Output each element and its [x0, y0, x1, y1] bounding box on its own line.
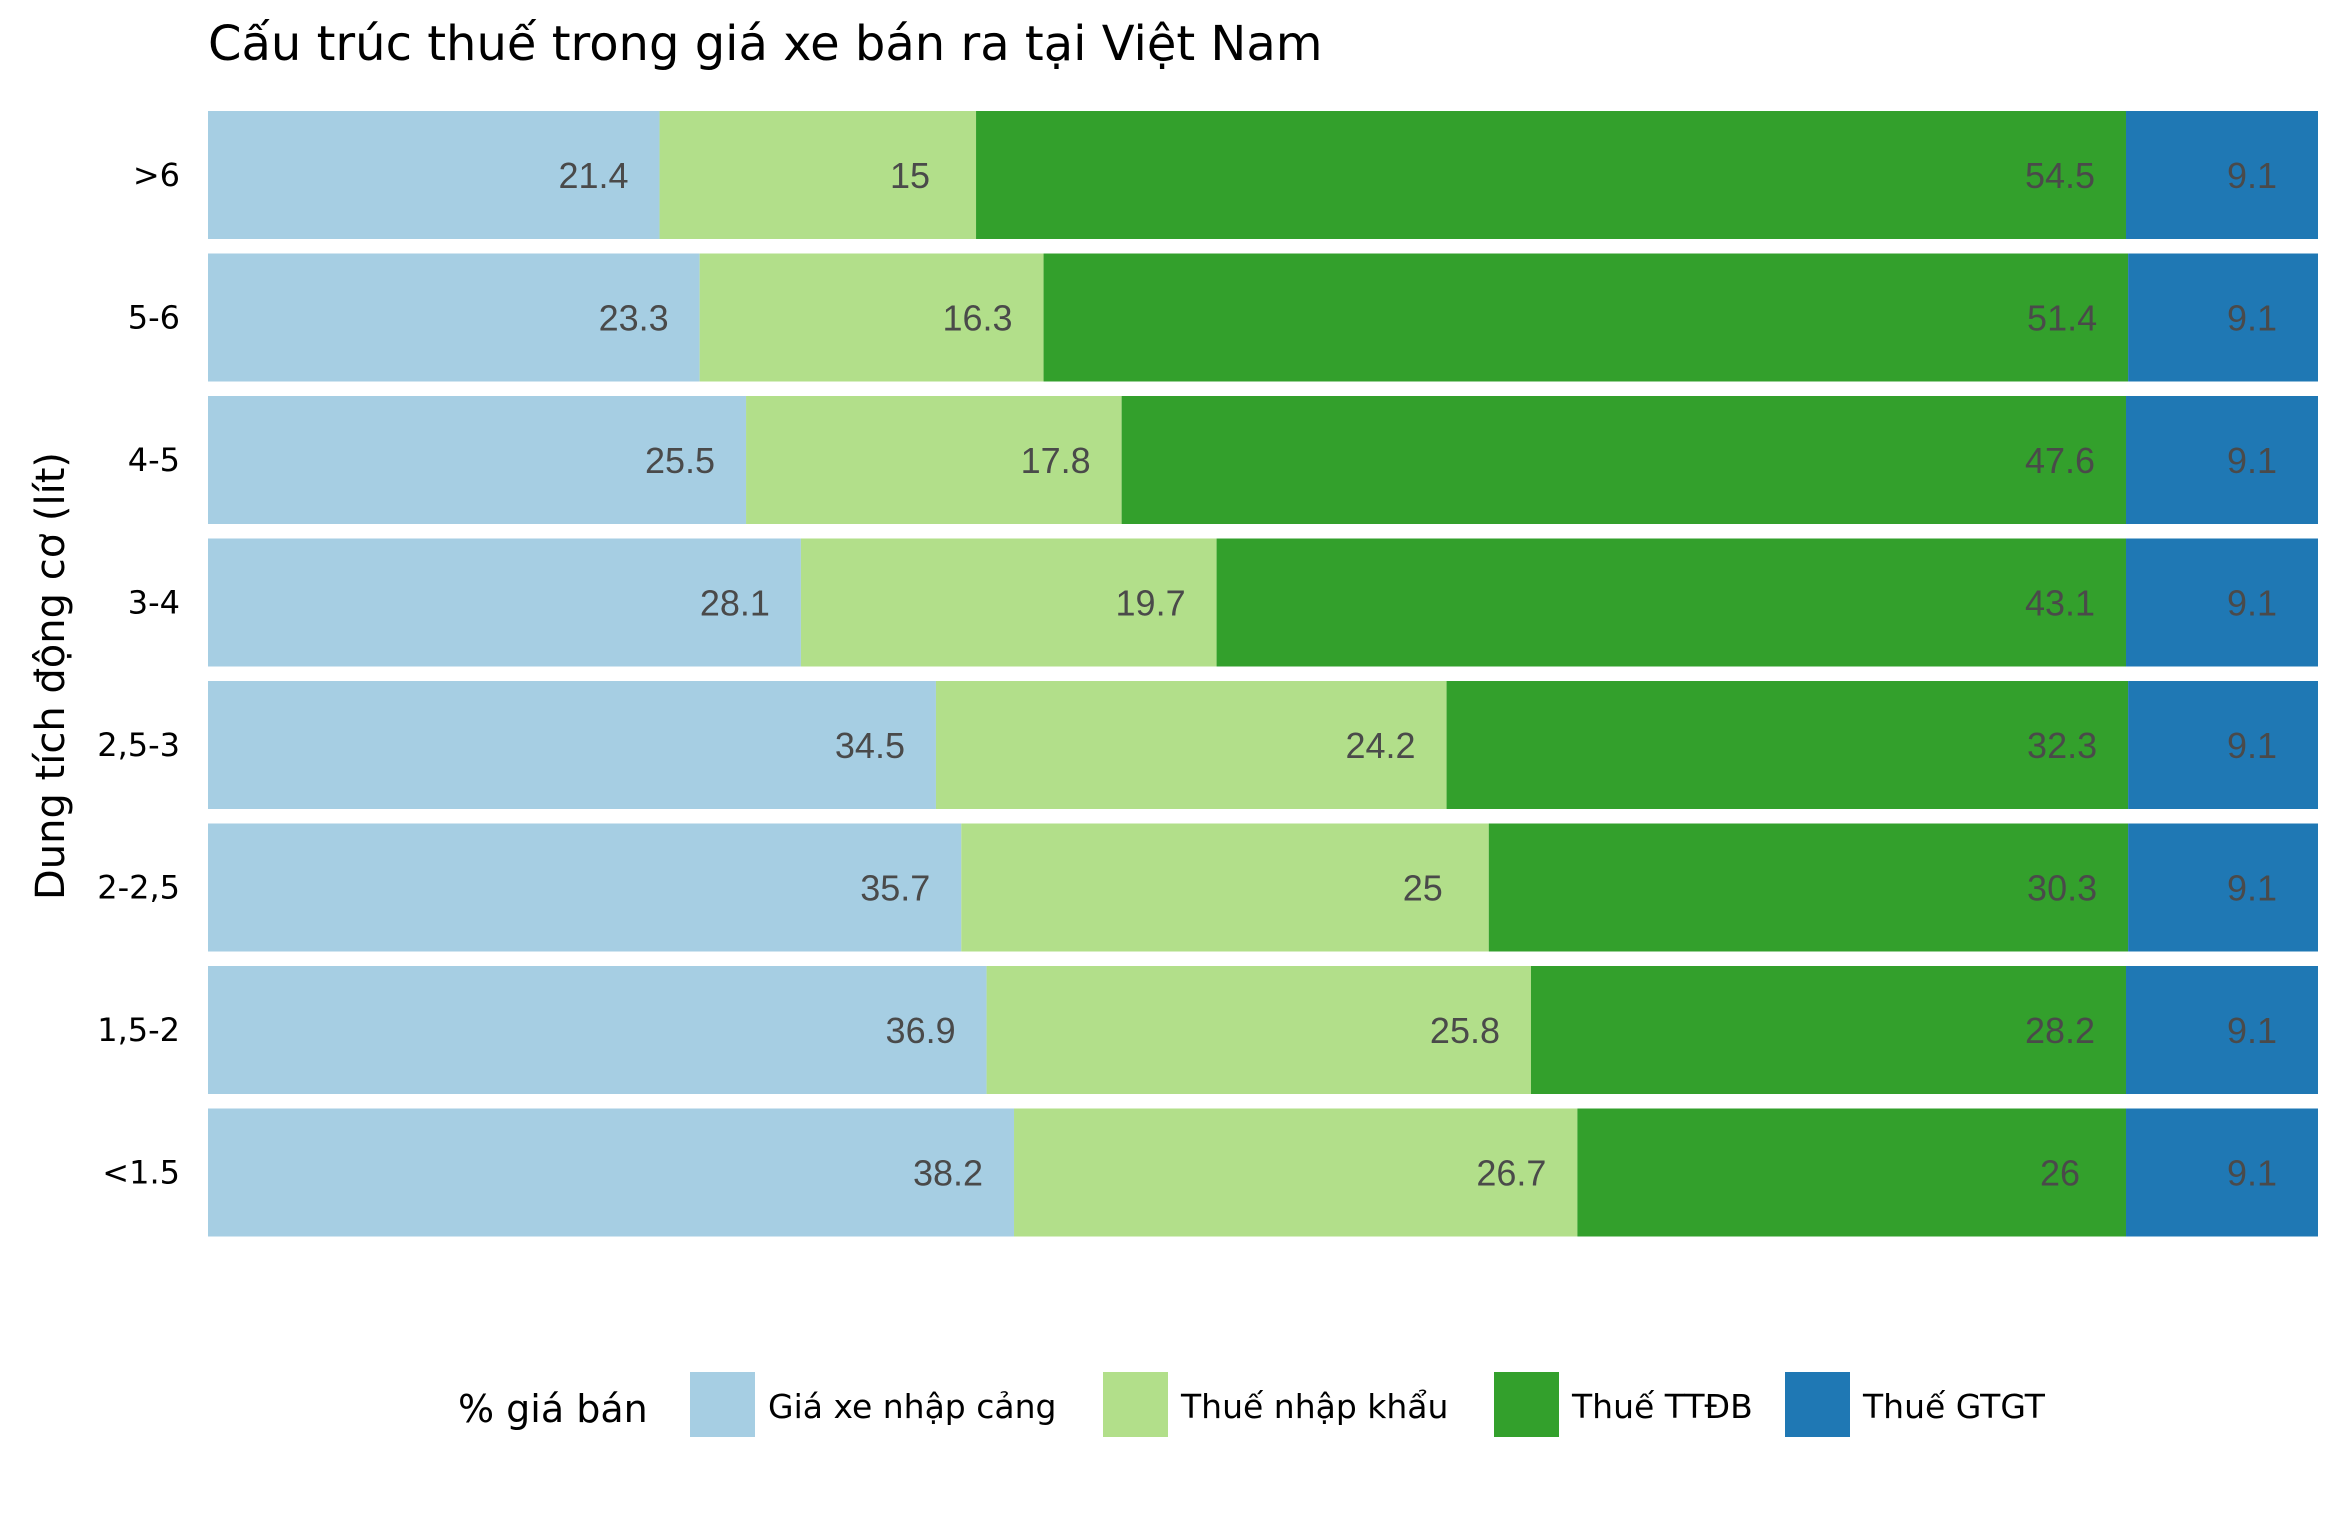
data-label: 26 [2040, 1153, 2080, 1194]
legend-label: Thuế TTĐB [1571, 1387, 1753, 1426]
data-label: 30.3 [2027, 868, 2097, 909]
bar-segment [208, 111, 660, 239]
data-label: 16.3 [943, 298, 1013, 339]
bar-segment [208, 1108, 1015, 1237]
bar-segment [1043, 253, 2129, 382]
y-axis-label: Dung tích động cơ (lít) [28, 452, 74, 900]
chart-title: Cấu trúc thuế trong giá xe bán ra tại Vi… [208, 16, 1323, 72]
legend-label: Thuế GTGT [1862, 1387, 2046, 1426]
bar-segment [2125, 1108, 2318, 1237]
bar-segment [1446, 681, 2129, 809]
bar-segment [208, 823, 962, 952]
bar-segment [699, 253, 1044, 382]
bars-layer [208, 111, 2318, 1237]
data-label: 9.1 [2227, 298, 2277, 339]
legend-swatch [690, 1372, 755, 1437]
data-label: 47.6 [2025, 440, 2095, 481]
bar-segment [1530, 966, 2126, 1094]
y-tick-label: 2-2,5 [97, 869, 180, 907]
legend-swatch [1785, 1372, 1850, 1437]
legend: % giá bán Giá xe nhập cảng Thuế nhập khẩu… [458, 1372, 2046, 1437]
y-tick-label: <1.5 [102, 1154, 180, 1192]
legend-swatch [1494, 1372, 1559, 1437]
bar-segment [2128, 253, 2318, 382]
bar-segment [746, 396, 1122, 524]
data-label: 21.4 [559, 155, 629, 196]
data-labels-layer: 21.4 15 54.5 9.1 23.3 16.3 51.4 9.1 25.5 17.8 47.6… [559, 155, 2278, 1194]
bar-segment [800, 538, 1217, 667]
bar-segment [2125, 111, 2318, 239]
bar-segment [1121, 396, 2126, 524]
data-label: 15 [890, 155, 930, 196]
data-label: 25.8 [1430, 1010, 1500, 1051]
y-tick-labels: >6 5-6 4-5 3-4 2,5-3 2-2,5 1,5-2 <1.5 [97, 156, 180, 1192]
data-label: 9.1 [2227, 155, 2277, 196]
data-label: 54.5 [2025, 155, 2095, 196]
data-label: 28.1 [700, 583, 770, 624]
data-label: 19.7 [1116, 583, 1186, 624]
data-label: 9.1 [2227, 1153, 2277, 1194]
data-label: 24.2 [1346, 725, 1416, 766]
bar-segment [208, 253, 700, 382]
bar-segment [2128, 823, 2318, 952]
y-tick-label: 3-4 [128, 584, 180, 622]
bar-segment [208, 538, 801, 667]
bar-segment [961, 823, 1489, 952]
y-tick-label: 2,5-3 [97, 726, 180, 764]
data-label: 51.4 [2027, 298, 2097, 339]
data-label: 9.1 [2227, 1010, 2277, 1051]
bar-segment [986, 966, 1531, 1094]
data-label: 36.9 [886, 1010, 956, 1051]
data-label: 43.1 [2025, 583, 2095, 624]
bar-segment [208, 966, 987, 1094]
data-label: 9.1 [2227, 725, 2277, 766]
bar-segment [2125, 396, 2318, 524]
legend-swatch [1103, 1372, 1168, 1437]
bar-segment [2125, 538, 2318, 667]
y-tick-label: 1,5-2 [97, 1011, 180, 1049]
bar-segment [935, 681, 1447, 809]
data-label: 25.5 [645, 440, 715, 481]
bar-segment [2128, 681, 2318, 809]
data-label: 38.2 [913, 1153, 983, 1194]
y-tick-label: 4-5 [128, 441, 180, 479]
bar-segment [208, 396, 747, 524]
legend-title: % giá bán [458, 1387, 648, 1431]
y-tick-label: >6 [133, 156, 180, 194]
bar-segment [2125, 966, 2318, 1094]
data-label: 25 [1403, 868, 1443, 909]
data-label: 9.1 [2227, 583, 2277, 624]
data-label: 9.1 [2227, 440, 2277, 481]
bar-segment [1488, 823, 2129, 952]
legend-label: Thuế nhập khẩu [1180, 1387, 1448, 1426]
data-label: 35.7 [860, 868, 930, 909]
data-label: 23.3 [599, 298, 669, 339]
bar-segment [1577, 1108, 2126, 1237]
bar-segment [208, 681, 936, 809]
data-label: 32.3 [2027, 725, 2097, 766]
data-label: 26.7 [1476, 1153, 1546, 1194]
data-label: 9.1 [2227, 868, 2277, 909]
data-label: 34.5 [835, 725, 905, 766]
bar-segment [659, 111, 977, 239]
y-tick-label: 5-6 [128, 299, 180, 337]
bar-segment [976, 111, 2126, 239]
data-label: 28.2 [2025, 1010, 2095, 1051]
bar-segment [1216, 538, 2126, 667]
legend-label: Giá xe nhập cảng [768, 1387, 1056, 1426]
data-label: 17.8 [1021, 440, 1091, 481]
bar-segment [1014, 1108, 1578, 1237]
